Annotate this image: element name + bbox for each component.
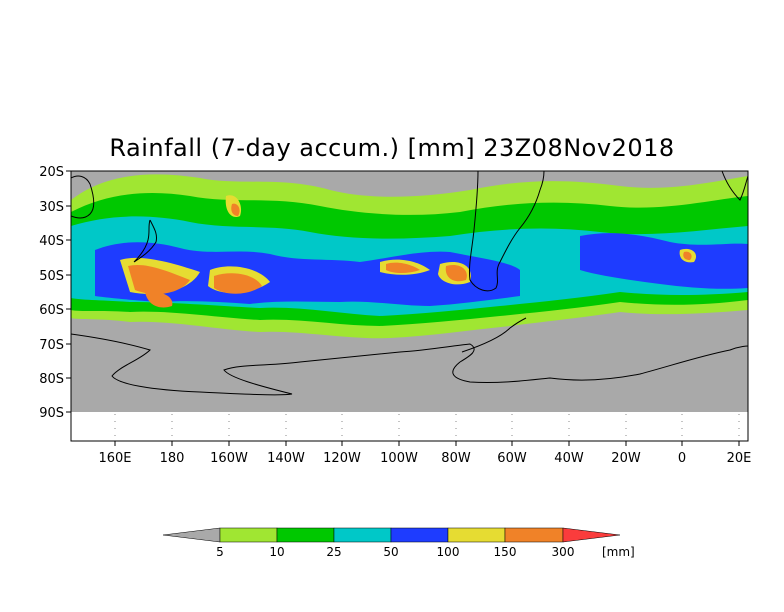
colorbar-swatch-150-300	[504, 527, 564, 543]
rain-50-100-east	[580, 233, 748, 289]
colorbar-unit-label: [mm]	[602, 545, 635, 559]
australia-coastline	[71, 175, 95, 219]
colorbar-swatch-5-10	[219, 527, 278, 543]
lon-label-180: 180	[160, 451, 185, 466]
colorbar-swatch-100-150	[447, 527, 506, 543]
colorbar-swatch-50-100	[390, 527, 449, 543]
lon-label-160e: 160E	[98, 451, 131, 466]
colorbar-swatch-10-25	[276, 527, 335, 543]
colorbar-label-25: 25	[326, 545, 341, 559]
lon-tick-labels: 160E 180 160W 140W 120W 100W 80W 60W 40W…	[98, 451, 751, 466]
lon-label-0: 0	[678, 451, 686, 466]
map-area: 20S 30S 40S 50S 60S 70S 80S 90S 160E	[39, 165, 751, 466]
lat-label-80s: 80S	[39, 372, 64, 387]
coastlines	[71, 171, 748, 396]
rain-50-100-band	[95, 242, 520, 306]
lat-tick-labels: 20S 30S 40S 50S 60S 70S 80S 90S	[39, 165, 64, 421]
colorbar-label-5: 5	[216, 545, 224, 559]
lon-label-20e: 20E	[727, 451, 752, 466]
colorbar-label-300: 300	[552, 545, 575, 559]
lat-label-20s: 20S	[39, 165, 64, 180]
rainfall-field	[71, 174, 748, 339]
colorbar-legend: 5 10 25 50 100 150 300 [mm]	[162, 527, 635, 559]
lat-label-90s: 90S	[39, 406, 64, 421]
lon-label-80w: 80W	[441, 451, 471, 466]
africa-coastline	[721, 171, 748, 201]
antarctic-peninsula-coastline	[461, 317, 527, 353]
lon-label-100w: 100W	[380, 451, 418, 466]
lon-label-40w: 40W	[554, 451, 584, 466]
lat-label-70s: 70S	[39, 338, 64, 353]
lat-label-60s: 60S	[39, 303, 64, 318]
lon-label-140w: 140W	[267, 451, 305, 466]
map-title: Rainfall (7-day accum.) [mm] 23Z08Nov201…	[109, 134, 675, 162]
colorbar-label-50: 50	[383, 545, 398, 559]
colorbar-upper-arrow	[562, 527, 621, 543]
lat-tick-marks	[66, 170, 71, 413]
lon-tick-marks	[114, 441, 740, 446]
lon-label-160w: 160W	[210, 451, 248, 466]
lon-label-60w: 60W	[497, 451, 527, 466]
lat-label-40s: 40S	[39, 234, 64, 249]
lat-label-50s: 50S	[39, 269, 64, 284]
antarctica-coastline	[71, 333, 748, 396]
colorbar-lower-arrow	[162, 527, 221, 543]
new-zealand-coastline	[133, 219, 157, 263]
lat-label-30s: 30S	[39, 200, 64, 215]
map-border	[70, 170, 749, 442]
south-america-coastline	[469, 171, 545, 292]
lon-label-120w: 120W	[323, 451, 361, 466]
colorbar-label-100: 100	[437, 545, 460, 559]
colorbar-label-150: 150	[494, 545, 517, 559]
colorbar-label-10: 10	[269, 545, 284, 559]
colorbar-swatch-25-50	[333, 527, 392, 543]
lon-label-20w: 20W	[611, 451, 641, 466]
